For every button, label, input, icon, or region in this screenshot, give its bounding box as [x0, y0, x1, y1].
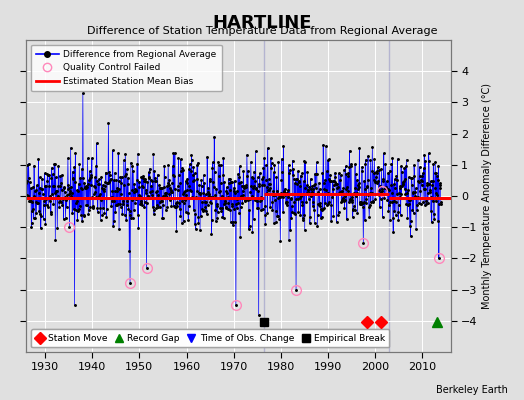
- Text: Difference of Station Temperature Data from Regional Average: Difference of Station Temperature Data f…: [87, 26, 437, 36]
- Legend: Station Move, Record Gap, Time of Obs. Change, Empirical Break: Station Move, Record Gap, Time of Obs. C…: [31, 330, 389, 348]
- Text: HARTLINE: HARTLINE: [212, 14, 312, 32]
- Y-axis label: Monthly Temperature Anomaly Difference (°C): Monthly Temperature Anomaly Difference (…: [482, 83, 492, 309]
- Text: Berkeley Earth: Berkeley Earth: [436, 385, 508, 395]
